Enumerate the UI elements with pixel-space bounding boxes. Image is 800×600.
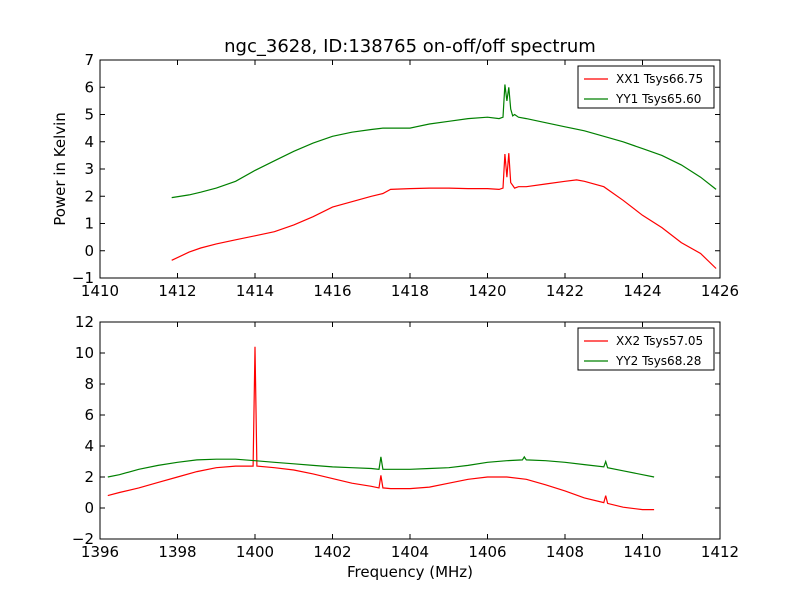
series-line-1 — [107, 346, 655, 511]
x-tick-label: 1422 — [546, 282, 584, 300]
y-tick-label: 6 — [84, 406, 94, 424]
y-tick-label: 7 — [84, 51, 94, 69]
series-line-2 — [107, 455, 655, 478]
x-tick-label: 1424 — [623, 282, 661, 300]
x-tick-label: 1416 — [313, 282, 351, 300]
x-axis-label: Frequency (MHz) — [347, 563, 473, 581]
y-tick-label: 6 — [84, 78, 94, 96]
x-tick-label: 1410 — [623, 543, 661, 561]
x-tick-label: 1400 — [236, 543, 274, 561]
x-tick-label: 1420 — [468, 282, 506, 300]
legend-label: YY1 Tsys65.60 — [615, 92, 701, 106]
legend-box — [577, 327, 715, 371]
x-tick-label: 1398 — [158, 543, 196, 561]
y-tick-label: 0 — [84, 242, 94, 260]
y-tick-label: 2 — [84, 468, 94, 486]
y-tick-label: −2 — [72, 530, 94, 548]
x-tick-label: 1404 — [391, 543, 429, 561]
y-tick-label: 0 — [84, 499, 94, 517]
x-tick-label: 1414 — [236, 282, 274, 300]
x-tick-label: 1418 — [391, 282, 429, 300]
y-tick-label: 2 — [84, 187, 94, 205]
x-tick-label: 1426 — [701, 282, 739, 300]
legend-label: XX2 Tsys57.05 — [616, 334, 703, 348]
legend-box — [577, 65, 715, 109]
y-tick-label: 1 — [84, 215, 94, 233]
x-tick-label: 1412 — [158, 282, 196, 300]
y-tick-label: 4 — [84, 437, 94, 455]
series-line-1 — [171, 153, 717, 269]
x-tick-label: 1412 — [701, 543, 739, 561]
y-tick-label: 5 — [84, 106, 94, 124]
top-plot: 1410 1412 1414 1416 1418 1420 1422 1424 1426−101… — [72, 51, 739, 300]
x-tick-label: 1396 — [81, 543, 119, 561]
y-tick-label: 10 — [75, 344, 94, 362]
legend: XX1 Tsys66.75 YY1 Tsys65.60 — [577, 65, 715, 109]
legend-label: YY2 Tsys68.28 — [615, 354, 701, 368]
y-tick-label: 3 — [84, 160, 94, 178]
x-tick-label: 1406 — [468, 543, 506, 561]
series-line-2 — [171, 84, 717, 199]
y-tick-label: 4 — [84, 133, 94, 151]
x-tick-label: 1402 — [313, 543, 351, 561]
chart-title: ngc_3628, ID:138765 on-off/off spectrum — [224, 36, 596, 57]
y-tick-label: −1 — [72, 269, 94, 287]
y-tick-label: 12 — [75, 313, 94, 331]
x-tick-label: 1408 — [546, 543, 584, 561]
top-y-axis-label: Power in Kelvin — [51, 112, 69, 226]
bottom-plot: 1396 1398 1400 1402 1404 1406 1408 1410 1412 −2 0 2… — [72, 313, 739, 561]
y-tick-label: 8 — [84, 375, 94, 393]
legend-label: XX1 Tsys66.75 — [616, 72, 703, 86]
x-tick-label: 1410 — [81, 282, 119, 300]
legend: XX2 Tsys57.05 YY2 Tsys68.28 — [577, 327, 715, 371]
